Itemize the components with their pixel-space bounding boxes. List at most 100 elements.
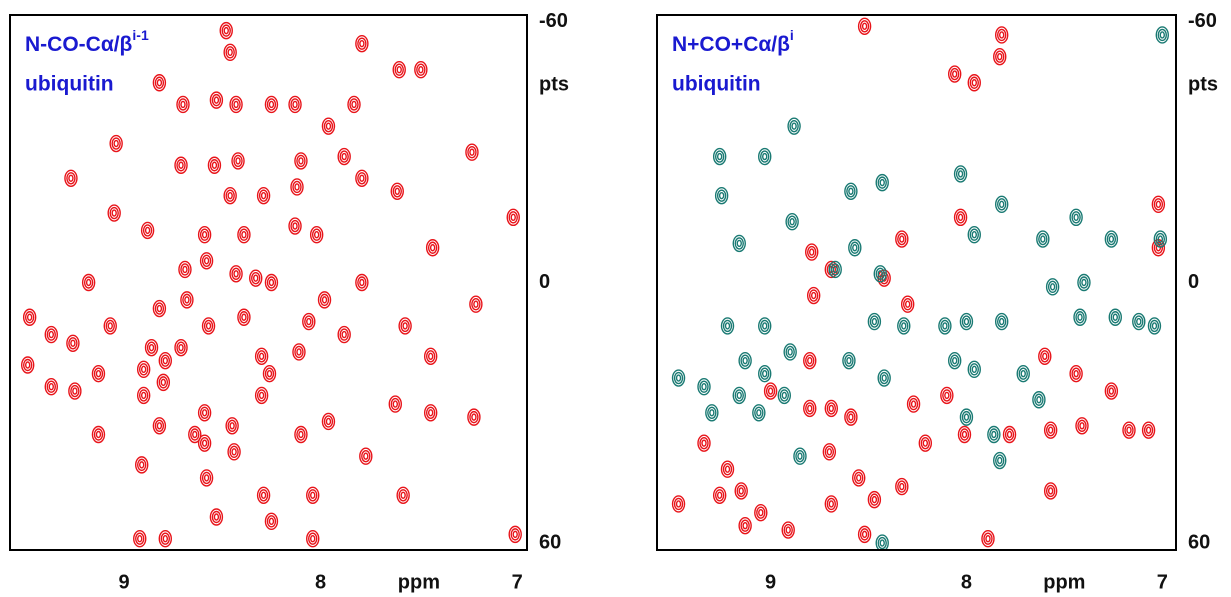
contour	[298, 157, 304, 165]
contour	[998, 31, 1005, 39]
contour	[144, 226, 151, 235]
contour	[178, 98, 188, 111]
contour	[231, 267, 241, 281]
peak	[465, 143, 479, 161]
contour	[323, 415, 334, 428]
peak	[947, 351, 962, 370]
contour	[807, 356, 813, 365]
peak	[828, 260, 842, 279]
contour	[1018, 367, 1028, 380]
contour	[997, 52, 1003, 61]
peak	[981, 530, 995, 548]
contour	[1042, 352, 1048, 361]
peak	[225, 417, 239, 435]
contour	[66, 172, 76, 185]
contour	[760, 150, 770, 163]
contour	[156, 422, 163, 430]
peak	[758, 364, 772, 383]
peak	[197, 404, 212, 422]
contour	[760, 367, 770, 380]
contour	[233, 100, 239, 109]
contour	[895, 230, 909, 248]
contour	[361, 450, 371, 463]
contour	[103, 317, 117, 335]
contour	[355, 169, 369, 187]
contour	[262, 364, 277, 383]
contour	[174, 156, 188, 174]
contour	[392, 185, 402, 198]
contour	[359, 174, 365, 182]
contour	[1155, 232, 1166, 246]
plot-frame	[656, 14, 1177, 551]
peak	[967, 360, 981, 379]
contour	[264, 273, 279, 292]
contour	[940, 386, 954, 405]
contour	[197, 404, 212, 422]
contour	[510, 528, 520, 541]
contour	[738, 516, 752, 535]
peak	[176, 95, 190, 114]
contour	[971, 365, 977, 374]
contour	[994, 195, 1009, 214]
peak	[763, 382, 778, 400]
contour	[1043, 482, 1058, 500]
contour	[830, 263, 840, 276]
contour	[156, 373, 171, 392]
peak	[288, 217, 302, 235]
contour	[879, 539, 885, 547]
peak	[178, 260, 192, 279]
peak	[414, 61, 428, 79]
contour	[1002, 425, 1017, 444]
contour	[701, 383, 707, 391]
contour	[258, 391, 265, 400]
contour	[229, 422, 235, 430]
contour	[162, 535, 168, 543]
contour	[1047, 280, 1058, 294]
contour	[1045, 423, 1056, 437]
peak	[423, 347, 438, 366]
contour	[673, 497, 684, 511]
peak	[1141, 421, 1156, 439]
contour	[254, 386, 269, 405]
contour	[854, 471, 864, 485]
contour	[1045, 278, 1060, 296]
peak	[388, 395, 402, 413]
peak	[1002, 425, 1017, 444]
contour	[955, 167, 966, 181]
y-axis-label: pts	[1188, 73, 1218, 95]
contour	[1043, 421, 1058, 439]
peak	[197, 434, 212, 452]
contour	[961, 410, 972, 424]
contour	[292, 222, 298, 230]
contour	[394, 187, 400, 196]
contour	[402, 322, 408, 330]
contour	[959, 408, 974, 426]
contour	[869, 315, 880, 328]
contour	[223, 186, 237, 205]
contour	[846, 410, 856, 424]
peak	[712, 147, 727, 166]
contour	[1034, 393, 1044, 406]
contour	[201, 439, 208, 447]
peak	[355, 34, 369, 53]
contour	[987, 425, 1001, 444]
contour	[46, 380, 56, 393]
contour	[264, 95, 279, 114]
contour	[24, 361, 31, 369]
peak	[857, 17, 872, 35]
contour	[471, 298, 481, 311]
contour	[947, 351, 962, 370]
contour	[803, 399, 817, 418]
contour	[249, 269, 263, 287]
contour	[425, 406, 436, 419]
contour	[720, 317, 735, 335]
contour	[951, 70, 958, 78]
contour	[897, 232, 907, 246]
contour	[1143, 423, 1154, 437]
contour	[241, 313, 247, 321]
contour	[339, 150, 349, 163]
peak	[68, 382, 82, 400]
peak	[787, 117, 801, 135]
contour	[848, 239, 862, 257]
contour	[806, 286, 821, 305]
